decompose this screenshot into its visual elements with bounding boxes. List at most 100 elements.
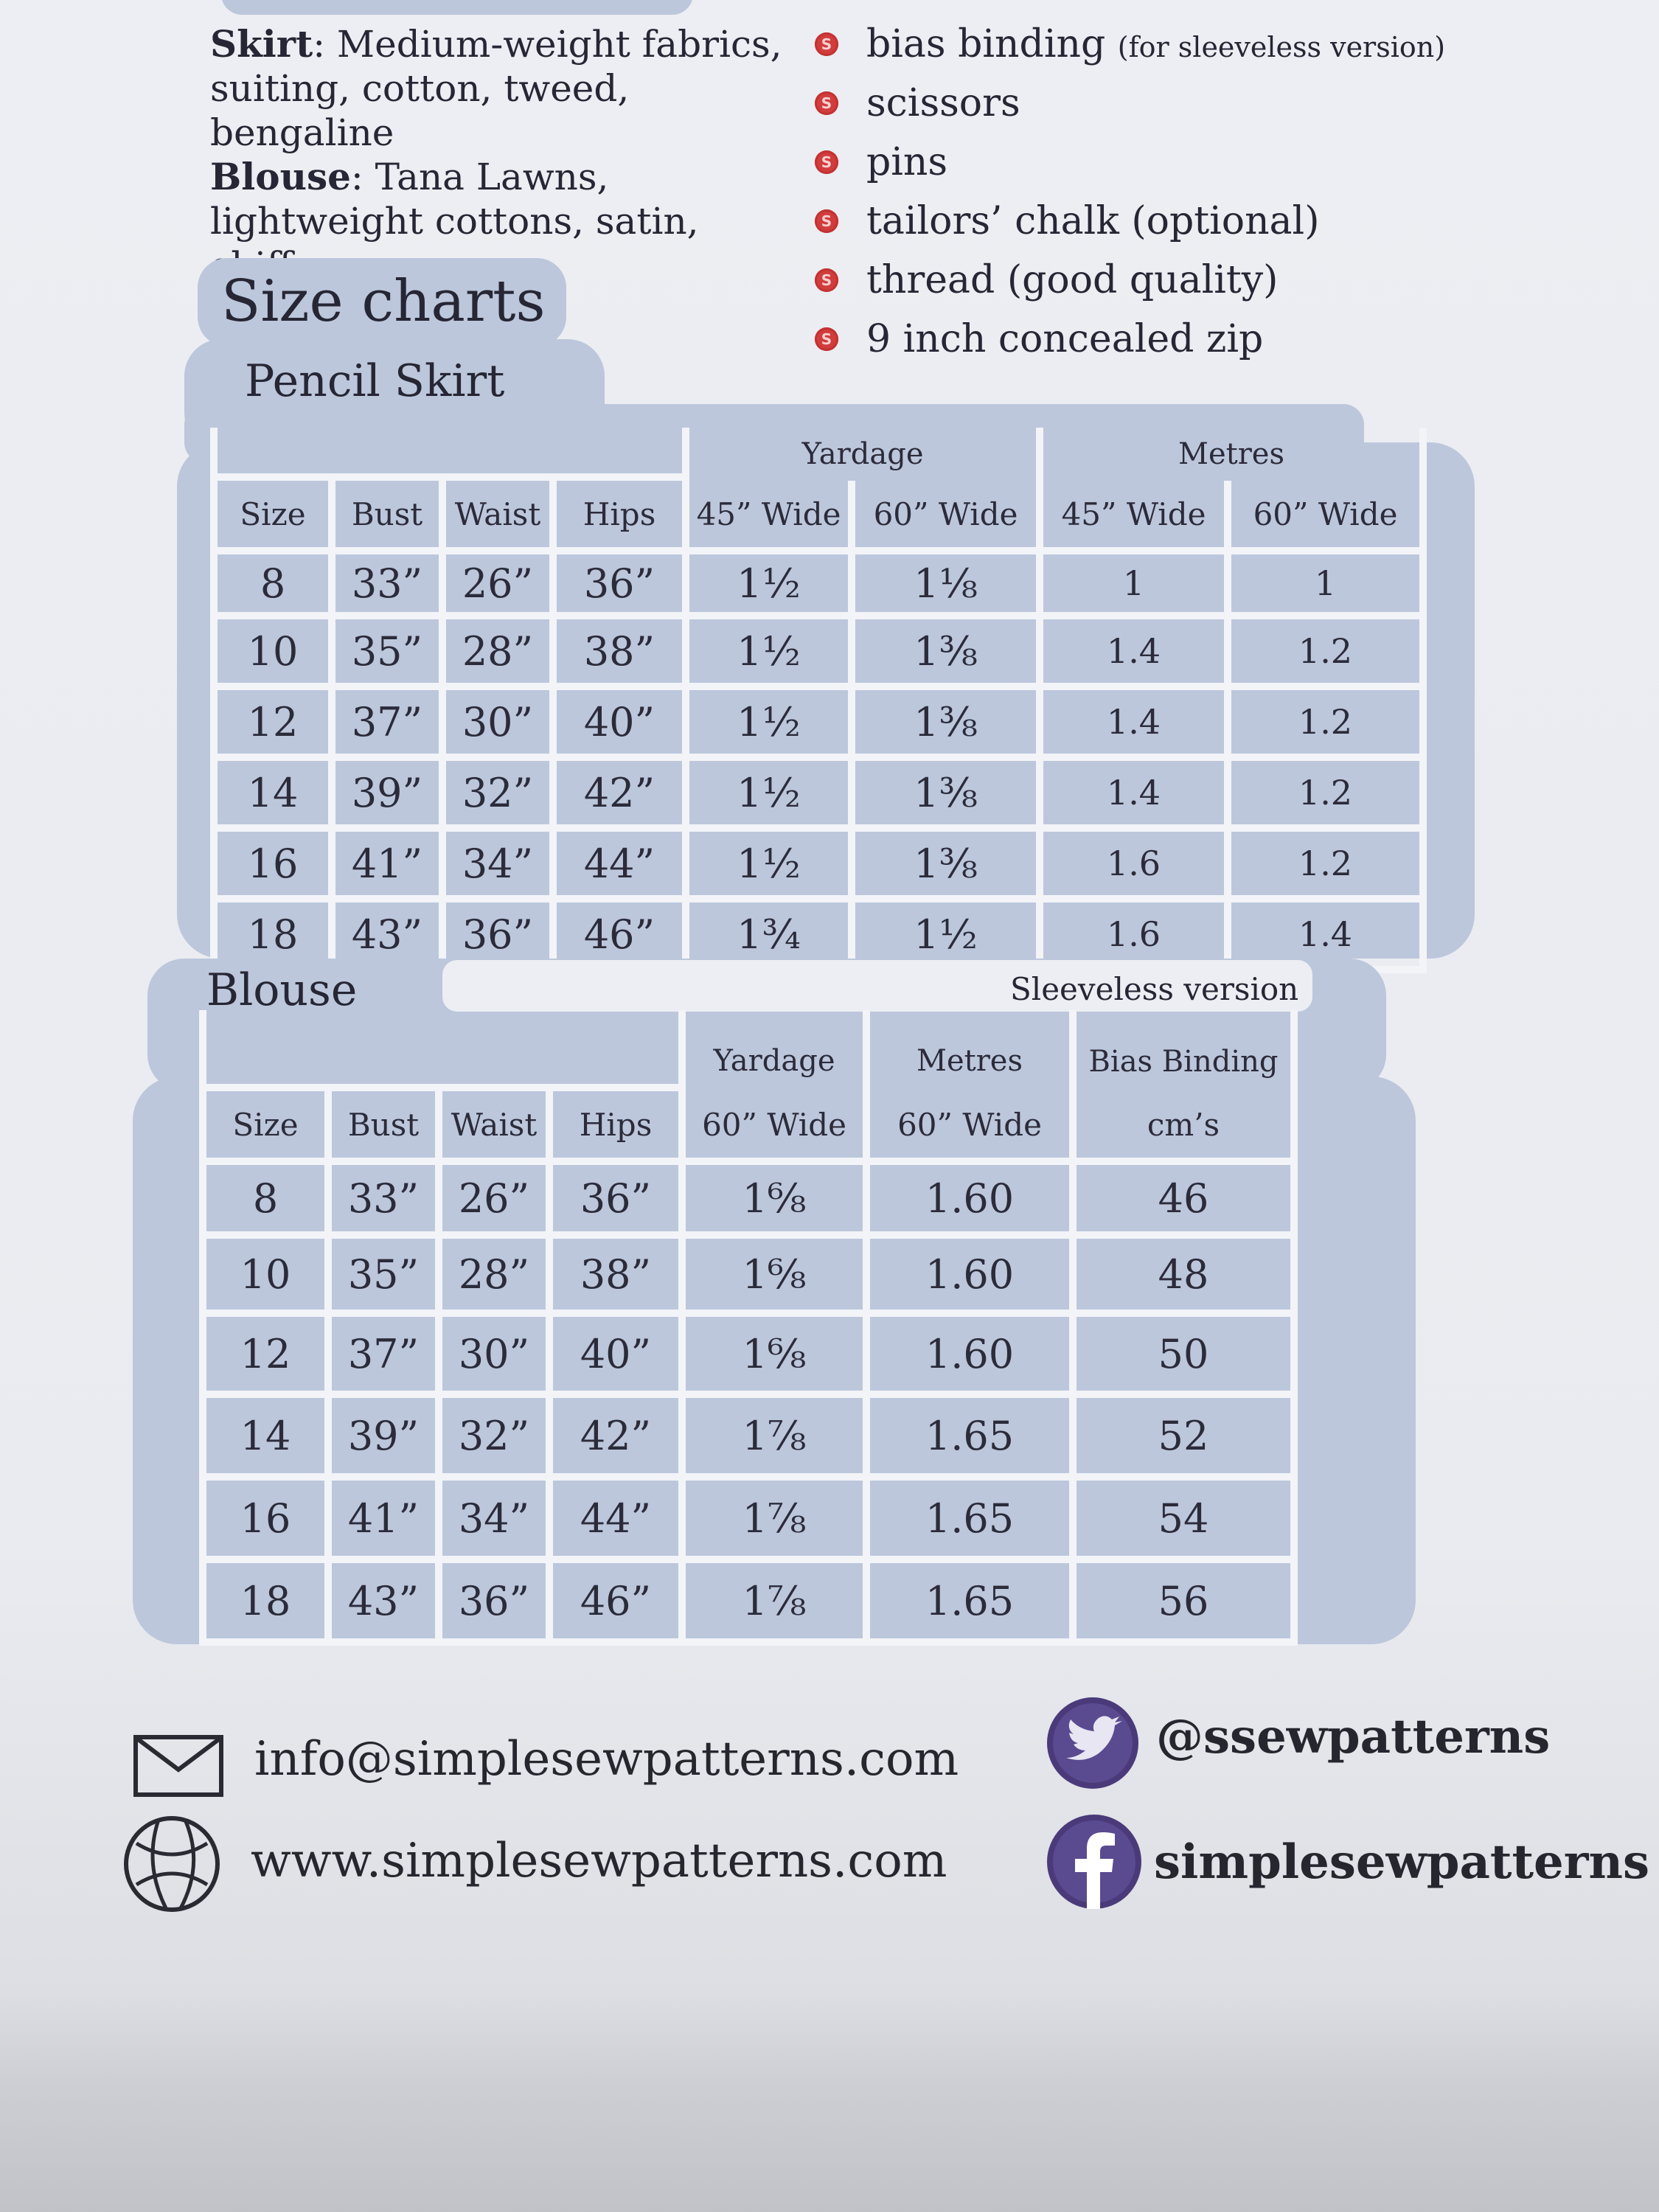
hips-cell: 38” xyxy=(546,1231,686,1317)
hips-cell: 40” xyxy=(549,683,689,761)
metres-60-cell: 1.60 xyxy=(863,1231,1077,1317)
bust-cell: 35” xyxy=(328,612,446,690)
size-charts-brush xyxy=(198,258,566,347)
yardage-45-cell: 1½ xyxy=(682,754,855,832)
bust-cell: 39” xyxy=(324,1391,442,1481)
table-row: 14 39” 32” 42” 1½ 1⅜ 1.4 1.2 xyxy=(210,754,1427,832)
requirement-item: bias binding (for sleeveless version) xyxy=(815,22,1445,81)
waist-cell: 28” xyxy=(439,612,557,690)
group-header-row: Yardage Metres Bias Binding xyxy=(199,1014,1298,1091)
column-header: Hips xyxy=(546,1084,686,1165)
column-header: Size xyxy=(199,1084,332,1165)
yardage-60-cell: 1⅜ xyxy=(848,824,1043,902)
requirement-item: thread (good quality) xyxy=(815,258,1445,317)
requirement-item: 9 inch concealed zip xyxy=(815,317,1445,376)
column-header-row: Size Bust Waist Hips 60” Wide 60” Wide c… xyxy=(199,1084,1298,1165)
size-cell: 18 xyxy=(199,1556,332,1646)
table-row: 8 33” 26” 36” 1½ 1⅛ 1 1 xyxy=(210,547,1427,619)
yardage-60-cell: 1⁶⁄₈ xyxy=(678,1231,870,1317)
table-row: 8 33” 26” 36” 1⁶⁄₈ 1.60 46 xyxy=(199,1158,1298,1239)
bust-cell: 33” xyxy=(324,1158,442,1239)
metres-60-cell: 1.65 xyxy=(863,1556,1077,1646)
yardage-45-cell: 1½ xyxy=(682,612,855,690)
email-link[interactable]: info@simplesewpatterns.com xyxy=(254,1732,959,1787)
bust-cell: 39” xyxy=(328,754,446,832)
hips-cell: 36” xyxy=(549,547,689,619)
table-row: 10 35” 28” 38” 1⁶⁄₈ 1.60 48 xyxy=(199,1231,1298,1317)
metres-60-cell: 1.2 xyxy=(1224,683,1427,761)
yardage-60-cell: 1⅛ xyxy=(848,547,1043,619)
hips-cell: 36” xyxy=(546,1158,686,1239)
bust-cell: 37” xyxy=(324,1310,442,1398)
bias-binding-cell: 56 xyxy=(1069,1556,1298,1646)
table-row: 10 35” 28” 38” 1½ 1⅜ 1.4 1.2 xyxy=(210,612,1427,690)
size-cell: 16 xyxy=(210,824,335,902)
requirement-item: scissors xyxy=(815,81,1445,140)
yardage-60-cell: 1⅞ xyxy=(678,1473,870,1563)
table-row: 12 37” 30” 40” 1⁶⁄₈ 1.60 50 xyxy=(199,1310,1298,1398)
yardage-60-cell: 1⅜ xyxy=(848,683,1043,761)
metres-group-header: Metres xyxy=(1036,431,1427,477)
yardage-45-cell: 1½ xyxy=(682,683,855,761)
twitter-icon[interactable] xyxy=(1046,1696,1140,1790)
globe-icon xyxy=(124,1816,220,1912)
waist-cell: 32” xyxy=(435,1391,553,1481)
table-row: 18 43” 36” 46” 1⅞ 1.65 56 xyxy=(199,1556,1298,1646)
suitable-fabrics-text: Skirt: Medium-weight fabrics, suiting, c… xyxy=(210,22,800,288)
metres-60-cell: 1.2 xyxy=(1224,824,1427,902)
column-header: Waist xyxy=(435,1084,553,1165)
column-header: 45” Wide xyxy=(682,473,855,554)
column-header: 60” Wide xyxy=(678,1084,870,1165)
size-cell: 10 xyxy=(210,612,335,690)
hips-cell: 42” xyxy=(546,1391,686,1481)
column-header-row: Size Bust Waist Hips 45” Wide 60” Wide 4… xyxy=(210,473,1427,554)
twitter-handle[interactable]: @ssewpatterns xyxy=(1156,1709,1551,1764)
hips-cell: 46” xyxy=(546,1556,686,1646)
column-header: 60” Wide xyxy=(1224,473,1427,554)
waist-cell: 32” xyxy=(439,754,557,832)
bust-cell: 37” xyxy=(328,683,446,761)
metres-60-cell: 1.65 xyxy=(863,1391,1077,1481)
size-cell: 16 xyxy=(199,1473,332,1563)
hips-cell: 38” xyxy=(549,612,689,690)
bullet-icon xyxy=(815,268,838,292)
table-row: 14 39” 32” 42” 1⅞ 1.65 52 xyxy=(199,1391,1298,1481)
column-header: Hips xyxy=(549,473,689,554)
yardage-45-cell: 1½ xyxy=(682,547,855,619)
bullet-icon xyxy=(815,150,838,174)
size-charts-title: Size charts xyxy=(221,268,546,335)
bullet-icon xyxy=(815,32,838,56)
bust-cell: 33” xyxy=(328,547,446,619)
requirements-list: bias binding (for sleeveless version) sc… xyxy=(815,22,1445,376)
sleeveless-version-note: Sleeveless version xyxy=(1010,971,1299,1007)
hips-cell: 40” xyxy=(546,1310,686,1398)
size-cell: 14 xyxy=(210,754,335,832)
metres-60-cell: 1.65 xyxy=(863,1473,1077,1563)
size-cell: 10 xyxy=(199,1231,332,1317)
column-header: Bust xyxy=(324,1084,442,1165)
yardage-group-header: Yardage xyxy=(678,1014,870,1088)
pencil-skirt-table: Yardage Metres Size Bust Waist Hips 45” … xyxy=(210,428,1427,973)
column-header: 60” Wide xyxy=(848,473,1043,554)
metres-60-cell: 1.2 xyxy=(1224,754,1427,832)
hips-cell: 42” xyxy=(549,754,689,832)
table-row: 12 37” 30” 40” 1½ 1⅜ 1.4 1.2 xyxy=(210,683,1427,761)
bullet-icon xyxy=(815,327,838,351)
metres-group-header: Metres xyxy=(863,1014,1077,1088)
metres-60-cell: 1.60 xyxy=(863,1310,1077,1398)
waist-cell: 36” xyxy=(435,1556,553,1646)
facebook-handle[interactable]: simplesewpatterns xyxy=(1154,1834,1650,1890)
hips-cell: 44” xyxy=(549,824,689,902)
metres-45-cell: 1 xyxy=(1036,547,1231,619)
column-header: cm’s xyxy=(1069,1084,1298,1165)
paper-shadow xyxy=(0,1991,1659,2212)
column-header: Waist xyxy=(439,473,557,554)
bias-binding-cell: 48 xyxy=(1069,1231,1298,1317)
bullet-icon xyxy=(815,209,838,233)
bias-binding-cell: 52 xyxy=(1069,1391,1298,1481)
website-link[interactable]: www.simplesewpatterns.com xyxy=(251,1834,947,1888)
facebook-icon[interactable] xyxy=(1046,1810,1143,1913)
requirement-item: pins xyxy=(815,140,1445,199)
bullet-icon xyxy=(815,91,838,115)
hips-cell: 44” xyxy=(546,1473,686,1563)
